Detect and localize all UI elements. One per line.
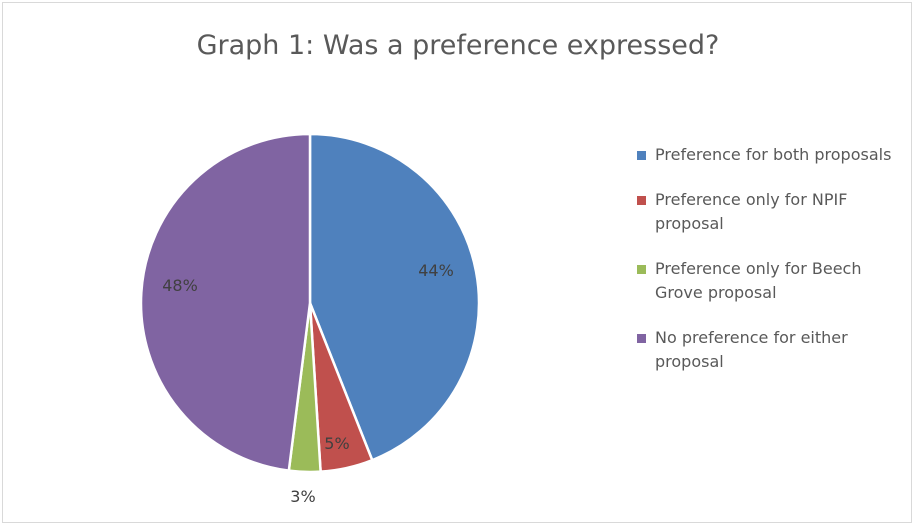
legend-item-2: Preference only for NPIF proposal	[637, 188, 907, 236]
legend-swatch	[637, 196, 646, 205]
legend-label: Preference for both proposals	[655, 145, 891, 164]
legend-label: Preference only for Beech Grove proposal	[655, 259, 861, 302]
pie-slice-4	[141, 134, 310, 471]
data-label-4: 48%	[162, 276, 198, 295]
legend-label: Preference only for NPIF proposal	[655, 190, 847, 233]
legend-label: No preference for either proposal	[655, 328, 848, 371]
legend-swatch	[637, 151, 646, 160]
legend-swatch	[637, 334, 646, 343]
legend-item-4: No preference for either proposal	[637, 326, 907, 374]
data-label-2: 5%	[324, 434, 349, 453]
legend: Preference for both proposals Preference …	[637, 143, 907, 395]
data-label-1: 44%	[418, 261, 454, 280]
data-label-3: 3%	[290, 487, 315, 506]
legend-item-3: Preference only for Beech Grove proposal	[637, 257, 907, 305]
legend-item-1: Preference for both proposals	[637, 143, 907, 167]
legend-swatch	[637, 265, 646, 274]
